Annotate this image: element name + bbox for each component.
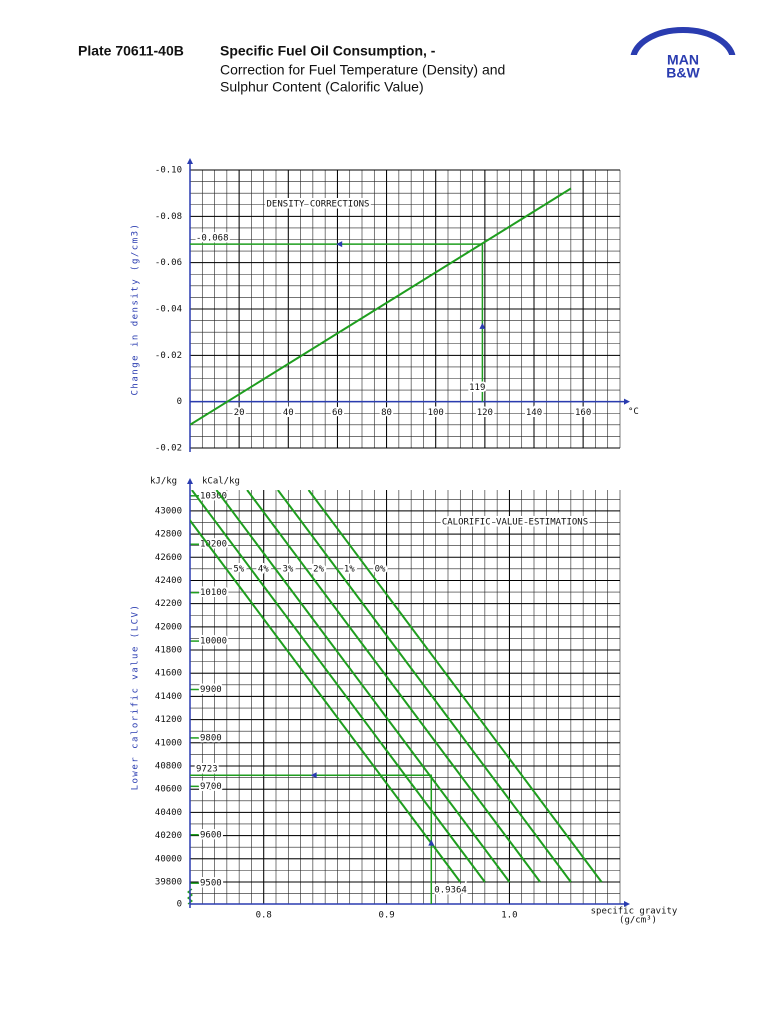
plate-number: Plate 70611-40B [78,43,184,59]
y-tick-label: 39800 [155,877,182,887]
y-tick-label: 0 [177,397,182,407]
x-axis-unit: (g/cm³) [619,916,657,926]
y-axis-label: Lower calorific value (LCV) [131,604,141,791]
subtitle: Correction for Fuel Temperature (Density… [220,62,505,78]
y-tick-label: 41400 [155,692,182,702]
y2-tick-label: 10300 [200,491,227,501]
y-tick-label: 40000 [155,854,182,864]
arrow [310,772,317,779]
x-tick-label: 60 [332,408,343,418]
y-tick-label: 42800 [155,530,182,540]
chart-title: CALORIFIC VALUE ESTIMATIONS [442,518,588,528]
series-group [190,490,603,883]
y-tick-label: 0 [177,900,182,910]
data-line [191,490,486,883]
y2-tick-label: 9800 [200,733,222,743]
reading-y-label: -0.068 [196,234,229,244]
chart: 20 40 60 80 100 120 140 160 -0.10 -0.08 -0.06 -0.04… [131,162,639,454]
data-line [190,518,462,883]
data-line [307,490,603,883]
y-axis-label: Change in density (g/cm3) [131,223,141,396]
logo-text: B&W [666,65,700,81]
y2-tick-label: 10000 [200,637,227,647]
y-tick-label: 40800 [155,762,182,772]
y-tick-label: 40200 [155,831,182,841]
data-line [246,490,541,883]
logo-arc [630,27,736,61]
chart: 0.8 0.9 1.0 0 39800 40000 40200 40400 40600 40800… [131,477,678,926]
x-tick-label: 80 [381,408,392,418]
data-line [190,187,572,426]
y2-tick-label: 9500 [200,879,222,889]
series-label: 2% [313,565,324,575]
y-tick-label: -0.10 [155,166,182,176]
y-tick-label: 42000 [155,622,182,632]
y-tick-label: 42400 [155,576,182,586]
y-tick-label: 42600 [155,553,182,563]
series-label: 4% [258,565,269,575]
x-axis-unit: °C [628,407,639,417]
arrow [479,322,486,329]
arrow [624,901,630,907]
logo-text: MAN [667,52,699,68]
arrow [428,839,435,846]
page-title: Specific Fuel Oil Consumption, - [220,43,436,59]
data-line [277,490,572,883]
x-tick-label: 120 [477,408,493,418]
reading-x-label: 119 [469,383,485,393]
y-tick-label: 40400 [155,808,182,818]
y-tick-label: 42200 [155,599,182,609]
y2-tick-label: 9600 [200,830,222,840]
arrow [624,398,630,405]
x-tick-label: 0.9 [378,911,394,921]
y-tick-label: 41200 [155,715,182,725]
y-tick-label: 41800 [155,646,182,656]
y2-tick-label: 9900 [200,685,222,695]
reading-line [190,243,484,402]
y2-tick-label: 10100 [200,588,227,598]
y-axis-unit: kJ/kg [150,477,177,487]
arrow [336,241,343,248]
arrow [187,158,193,164]
x-tick-label: 160 [575,408,591,418]
y-tick-label: 40600 [155,785,182,795]
reading-line [190,774,433,904]
logo-bg [630,55,736,79]
x-tick-label: 1.0 [501,911,517,921]
y-tick-label: -0.02 [155,351,182,361]
chart-title: DENSITY CORRECTIONS [267,200,370,210]
y2-axis-unit: kCal/kg [202,477,240,487]
x-tick-label: 140 [526,408,542,418]
y-tick-label: -0.08 [155,212,182,222]
y2-tick-label: 9700 [200,782,222,792]
series-group [190,187,572,426]
x-axis-label: specific gravity [591,907,678,917]
arrow [187,478,193,484]
data-line [215,490,511,883]
y-tick-label: 43000 [155,506,182,516]
series-label: 3% [282,565,293,575]
x-tick-label: 0.8 [256,911,272,921]
y-tick-label: -0.04 [155,305,182,315]
subtitle: Sulphur Content (Calorific Value) [220,79,424,95]
y-tick-label: -0.06 [155,258,182,268]
series-label: 0% [375,565,386,575]
y-tick-label: -0.02 [155,444,182,454]
y2-tick-label: 10200 [200,540,227,550]
y-tick-label: 41000 [155,738,182,748]
reading-x-label: 0.9364 [434,886,467,896]
x-tick-label: 20 [234,408,245,418]
reading-y-label: 9723 [196,765,218,775]
x-tick-label: 100 [428,408,444,418]
x-tick-label: 40 [283,408,294,418]
series-label: 5% [233,565,244,575]
logo: MAN B&W [630,27,736,81]
y-tick-label: 41600 [155,669,182,679]
series-label: 1% [344,565,355,575]
